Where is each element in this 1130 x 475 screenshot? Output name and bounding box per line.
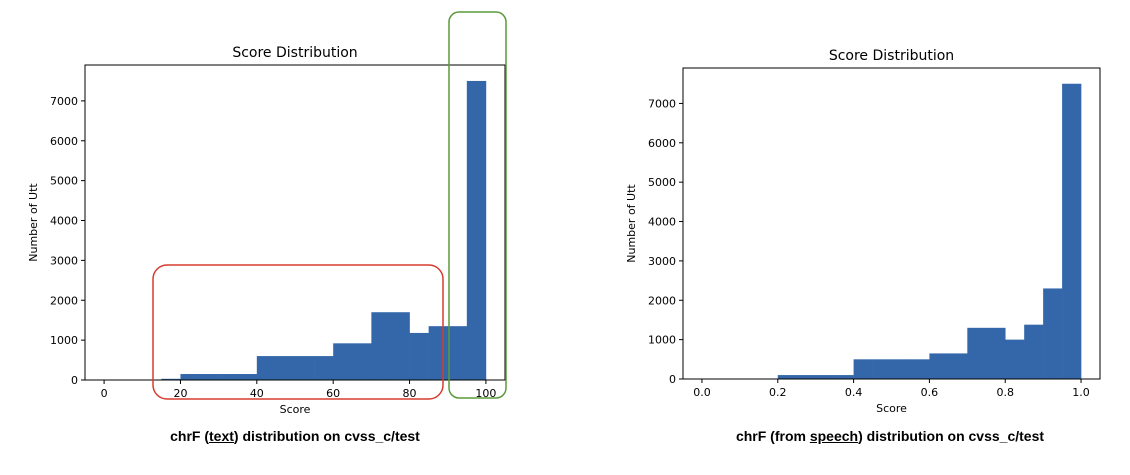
chart-right-ytick-label-1: 1000: [648, 334, 676, 347]
chart-right-ytick-label-2: 2000: [648, 294, 676, 307]
chart-left-bar-5: [199, 374, 219, 380]
chart-right-xlabel: Score: [876, 402, 907, 415]
chart-left-bar-17: [428, 326, 449, 380]
chart-left-ylabel: Number of Utt: [27, 183, 40, 262]
chart-right-xtick-label-0: 0.0: [693, 386, 711, 399]
chart-left-plot-frame: [84, 64, 506, 381]
caption-left: chrF (text) distribution on cvss_c/test: [60, 428, 530, 444]
chart-right-xtick-label-5: 1.0: [1072, 386, 1090, 399]
chart-left-bar-19: [466, 80, 487, 380]
caption-right: chrF (from speech) distribution on cvss_…: [640, 428, 1130, 444]
chart-left-highlight-box-high: [448, 11, 507, 399]
chart-left-xtick-label-3: 60: [326, 387, 340, 400]
chart-left-bar-8: [256, 356, 277, 380]
chart-left-highlight-box-low: [152, 264, 444, 400]
caption-right-part-1: chrF (from: [735, 428, 810, 444]
chart-right-bar-9: [872, 359, 892, 379]
chart-right-bar-19: [1062, 83, 1082, 380]
chart-right-bar-7: [834, 375, 854, 379]
chart-right-bar-12: [929, 353, 949, 379]
chart-right-bar-16: [1005, 339, 1025, 379]
chart-left-ytick-label-2: 2000: [50, 294, 78, 307]
chart-left-ytick-label-4: 4000: [50, 215, 78, 228]
chart-right-xtick-label-4: 0.8: [996, 386, 1014, 399]
chart-left-ytick-label-3: 3000: [50, 254, 78, 267]
chart-left-bar-14: [371, 312, 391, 380]
chart-left-bar-4: [180, 374, 200, 380]
chart-left-xtick-label-2: 40: [250, 387, 264, 400]
chart-left-bar-13: [352, 343, 372, 380]
chart-left: 0 1000 2000 3000 4000 5000 6000 7000 0 20 40 60 80 10…: [27, 11, 507, 416]
chart-right-ytick-label-3: 3000: [648, 255, 676, 268]
chart-left-bar-11: [314, 356, 334, 380]
chart-right-bar-6: [815, 375, 835, 379]
chart-right-bar-15: [986, 327, 1006, 379]
chart-right-xtick-label-2: 0.4: [845, 386, 863, 399]
chart-left-ytick-label-7: 7000: [50, 95, 78, 108]
chart-right-ytick-label-0: 0: [669, 373, 676, 386]
caption-right-part-3: ) distribution on cvss_c/test: [858, 428, 1045, 444]
chart-right-bar-18: [1043, 288, 1063, 379]
chart-left-bar-16: [409, 332, 429, 380]
chart-left-xtick-label-1: 20: [173, 387, 187, 400]
chart-right-plot-frame: [682, 67, 1101, 380]
caption-left-emphasis: text: [209, 428, 234, 444]
chart-left-xtick-label-0: 0: [101, 387, 108, 400]
chart-right-ytick-label-6: 6000: [648, 137, 676, 150]
chart-right-bar-14: [967, 327, 987, 379]
chart-left-xtick-label-5: 100: [475, 387, 496, 400]
chart-left-bar-9: [275, 356, 296, 380]
chart-left-bar-18: [447, 326, 468, 380]
chart-right-bar-5: [796, 375, 816, 379]
chart-left-bar-3: [161, 378, 181, 380]
chart-left-title: Score Distribution: [232, 45, 357, 61]
chart-right-bar-17: [1024, 324, 1044, 379]
chart-left-bar-7: [237, 374, 258, 380]
chart-right-xtick-label-3: 0.6: [921, 386, 939, 399]
chart-left-ytick-label-5: 5000: [50, 175, 78, 188]
chart-left-bar-10: [295, 356, 315, 380]
caption-left-part-3: ) distribution on cvss_c/test: [233, 428, 420, 444]
chart-right-bar-13: [948, 353, 968, 379]
chart-right-ytick-label-4: 4000: [648, 216, 676, 229]
chart-right-xtick-label-1: 0.2: [769, 386, 787, 399]
chart-left-xlabel: Score: [280, 403, 311, 416]
chart-right-ytick-label-5: 5000: [648, 176, 676, 189]
chart-right-title: Score Distribution: [829, 48, 954, 64]
chart-right-bar-10: [891, 359, 911, 379]
caption-left-part-1: chrF (: [170, 428, 210, 444]
chart-left-bar-12: [333, 343, 353, 380]
chart-left-ytick-label-0: 0: [71, 374, 78, 387]
chart-right: 0 1000 2000 3000 4000 5000 6000 7000 0.0 0.2 0.4 0.…: [625, 48, 1101, 415]
chart-left-bar-6: [218, 374, 239, 380]
chart-left-ytick-label-1: 1000: [50, 334, 78, 347]
chart-left-xtick-label-4: 80: [403, 387, 417, 400]
chart-left-ytick-label-6: 6000: [50, 135, 78, 148]
chart-left-bar-15: [390, 312, 410, 380]
chart-right-bar-4: [777, 375, 798, 379]
chart-right-ylabel: Number of Utt: [625, 184, 638, 263]
chart-right-bar-8: [853, 359, 873, 379]
chart-right-ytick-label-7: 7000: [648, 97, 676, 110]
chart-right-bar-11: [910, 359, 930, 379]
caption-right-emphasis: speech: [809, 428, 859, 444]
